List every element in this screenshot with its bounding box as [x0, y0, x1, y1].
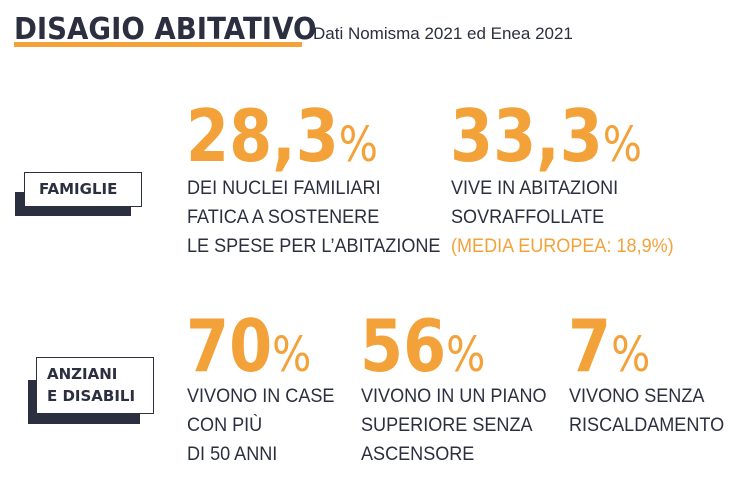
label-box: ANZIANI E DISABILI — [36, 357, 154, 414]
label-box: FAMIGLIE — [24, 172, 142, 207]
stat-number: 28,3 — [186, 94, 339, 178]
stat-value-3: 70% — [186, 310, 311, 391]
stat-unit: % — [611, 327, 651, 383]
stat-line: VIVE IN ABITAZIONI — [451, 178, 619, 199]
stat-value-1: 28,3% — [186, 100, 378, 181]
stat-description-4: VIVONO IN UN PIANO SUPERIORE SENZA ASCEN… — [361, 382, 547, 469]
stat-number: 7 — [568, 304, 612, 388]
stat-line: LE SPESE PER L’ABITAZIONE — [187, 236, 441, 257]
stat-line: VIVONO SENZA — [569, 386, 705, 407]
stat-line: VIVONO IN CASE — [187, 386, 335, 407]
stat-line: FATICA A SOSTENERE — [187, 207, 380, 228]
stat-value-2: 33,3% — [450, 100, 642, 181]
stat-line: ASCENSORE — [361, 444, 475, 465]
stat-unit: % — [338, 117, 379, 173]
stat-description-3: VIVONO IN CASE CON PIÙ DI 50 ANNI — [187, 382, 334, 469]
stat-unit: % — [446, 327, 486, 383]
stat-line: VIVONO IN UN PIANO — [361, 386, 547, 407]
stat-value-5: 7% — [568, 310, 650, 391]
page-title: DISAGIO ABITATIVO — [14, 12, 317, 47]
stat-line: RISCALDAMENTO — [569, 415, 725, 436]
stat-line: CON PIÙ — [187, 415, 263, 436]
stat-note: (MEDIA EUROPEA: 18,9%) — [451, 236, 674, 257]
label-text-line2: E DISABILI — [47, 387, 136, 405]
stat-description-5: VIVONO SENZA RISCALDAMENTO — [569, 382, 724, 440]
stat-line: SUPERIORE SENZA — [361, 415, 533, 436]
stat-line: DEI NUCLEI FAMILIARI — [187, 178, 381, 199]
stat-unit: % — [602, 117, 643, 173]
stat-description-1: DEI NUCLEI FAMILIARI FATICA A SOSTENERE … — [187, 174, 440, 261]
stat-number: 56 — [360, 304, 447, 388]
page-subtitle: Dati Nomisma 2021 ed Enea 2021 — [313, 24, 573, 43]
title-underline — [14, 42, 302, 47]
stat-number: 70 — [186, 304, 273, 388]
stat-number: 33,3 — [450, 94, 603, 178]
stat-line: DI 50 ANNI — [187, 444, 278, 465]
stat-unit: % — [272, 327, 312, 383]
stat-line: SOVRAFFOLLATE — [451, 207, 605, 228]
stat-value-4: 56% — [360, 310, 485, 391]
label-text: FAMIGLIE — [39, 180, 118, 198]
label-text-line1: ANZIANI — [47, 365, 118, 383]
stat-description-2: VIVE IN ABITAZIONI SOVRAFFOLLATE (MEDIA … — [451, 174, 674, 261]
